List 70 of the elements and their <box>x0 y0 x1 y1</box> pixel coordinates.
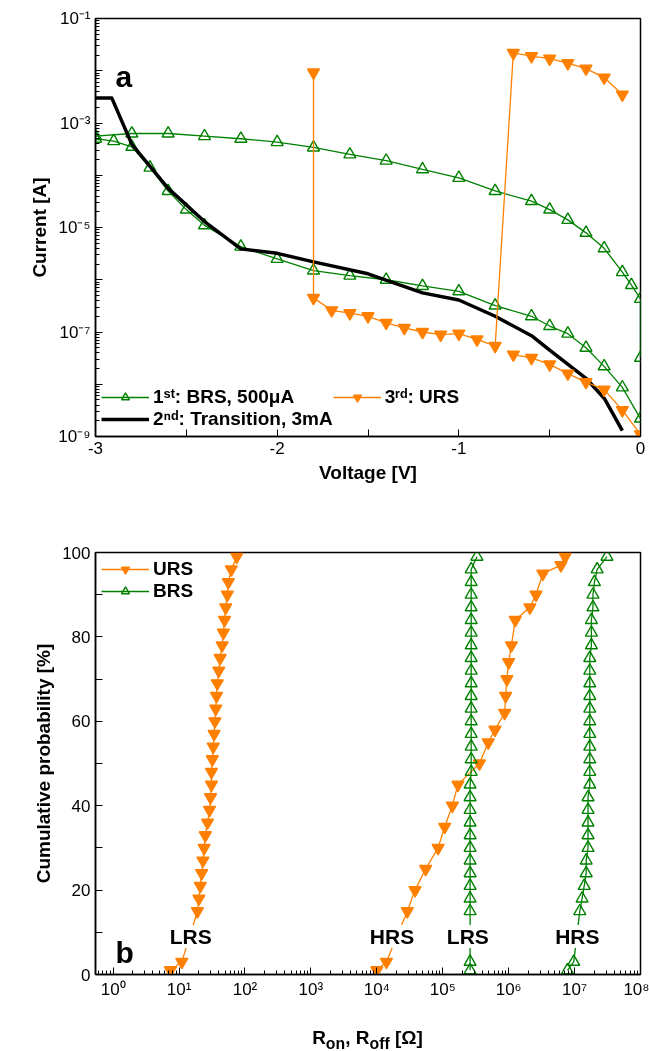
point <box>306 262 321 275</box>
y-tick-label: 40 <box>71 796 91 816</box>
x-axis-title: Voltage [V] <box>319 461 417 483</box>
y-tick-label: 10⁻³ <box>59 113 91 133</box>
point <box>306 139 321 152</box>
point <box>561 212 575 225</box>
legend-label: 1ˢᵗ: BRS, 500μA <box>153 386 295 408</box>
point <box>379 153 393 165</box>
y-axis-title: Current [A] <box>29 177 51 278</box>
x-tick-label: 10⁷ <box>562 979 588 999</box>
legend-label: BRS <box>153 580 194 602</box>
point <box>488 297 502 310</box>
point <box>524 308 539 321</box>
x-tick-label: 10⁶ <box>495 979 522 999</box>
point <box>125 125 139 138</box>
y-tick-label: 10⁻⁵ <box>58 218 91 237</box>
x-axis-title: R$_{on}$, R$_{off}$ [Ω] <box>312 1026 423 1051</box>
y-tick-label: 60 <box>71 712 91 732</box>
point <box>234 131 248 143</box>
point <box>579 340 593 352</box>
annotation: LRS <box>446 925 489 949</box>
point <box>125 139 139 151</box>
x-tick-label: 10² <box>232 979 258 999</box>
point <box>624 277 639 290</box>
x-tick-label: 10⁵ <box>429 979 456 999</box>
point <box>524 193 539 206</box>
point <box>343 146 357 159</box>
point <box>452 170 466 183</box>
point <box>270 134 284 147</box>
point <box>143 159 157 172</box>
point <box>597 358 611 371</box>
x-tick-label: 10³ <box>298 979 324 999</box>
x-tick-label: 10¹ <box>166 979 192 999</box>
point <box>488 183 502 196</box>
y-tick-label: 0 <box>81 965 91 985</box>
point <box>542 201 557 214</box>
point <box>379 272 393 284</box>
x-tick-label: 10⁸ <box>623 979 649 999</box>
y-tick-label: 100 <box>62 543 91 563</box>
point <box>561 326 575 338</box>
legend-label: URS <box>153 558 194 580</box>
x-tick-label: -1 <box>451 438 467 458</box>
point <box>197 128 212 141</box>
point <box>615 264 630 277</box>
x-tick-label: -2 <box>269 438 285 458</box>
point <box>452 283 466 296</box>
annotation: HRS <box>555 925 600 949</box>
y-tick-label: 80 <box>71 627 91 647</box>
point <box>415 278 430 291</box>
annotation: HRS <box>369 925 415 949</box>
point <box>106 133 121 146</box>
legend-label: 3ʳᵈ: URS <box>384 386 460 408</box>
annotation: a <box>115 60 133 93</box>
y-tick-label: 10⁻⁷ <box>59 322 91 342</box>
x-tick-label: 10⁰ <box>100 979 126 999</box>
y-tick-label: 10⁻¹ <box>59 9 91 28</box>
point <box>415 161 430 174</box>
point <box>615 379 630 392</box>
point <box>597 240 611 253</box>
annotation: b <box>115 936 134 969</box>
point <box>542 318 557 331</box>
point <box>161 183 175 196</box>
point <box>579 225 593 238</box>
x-tick-label: 10⁴ <box>363 979 390 999</box>
x-tick-label: 0 <box>635 438 646 458</box>
annotation: LRS <box>169 925 212 949</box>
y-axis-title: Cumulative probability [%] <box>33 643 55 884</box>
point <box>161 125 175 138</box>
legend-label: 2ⁿᵈ: Transition, 3mA <box>153 408 333 430</box>
y-tick-label: 20 <box>71 881 91 901</box>
